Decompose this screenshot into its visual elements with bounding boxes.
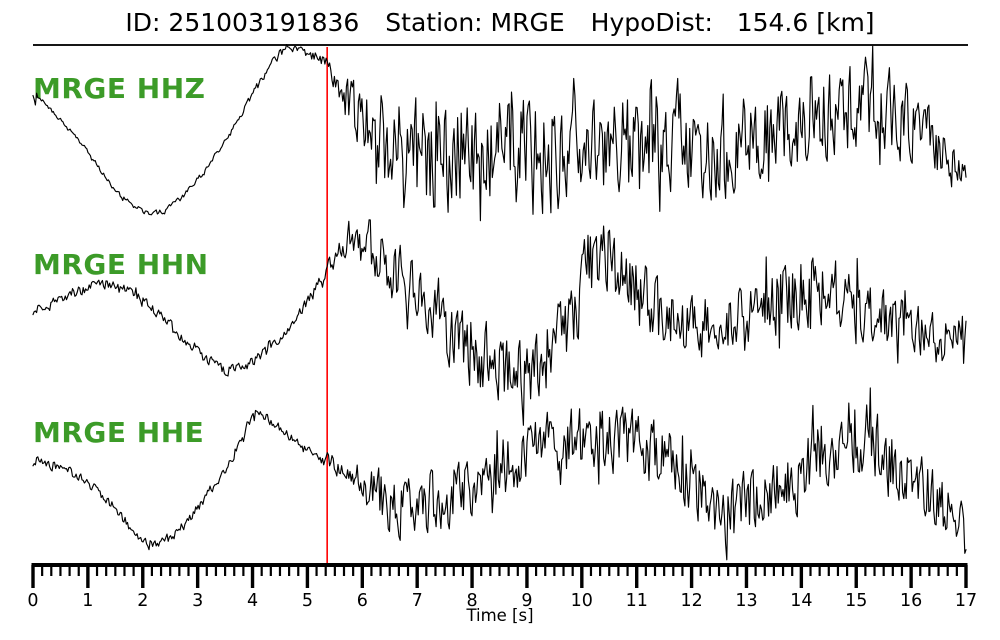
time-axis-spine [31,563,968,567]
station-text: Station: MRGE [385,8,565,37]
trace-label-hhz: MRGE HHZ [33,72,206,105]
trace-label-hhe: MRGE HHE [33,416,205,449]
time-axis-label: Time [s] [466,606,534,625]
event-id-text: ID: 251003191836 [125,8,360,37]
waveform-trace-hhz [32,44,967,222]
hypodist-text: HypoDist: 154.6 [km] [590,8,875,37]
trace-label-hhn: MRGE HHN [33,248,209,281]
header-title: ID: 251003191836 Station: MRGE HypoDist:… [0,8,1000,38]
waveform-trace-hhe [32,387,967,561]
title-divider-line [33,44,968,47]
